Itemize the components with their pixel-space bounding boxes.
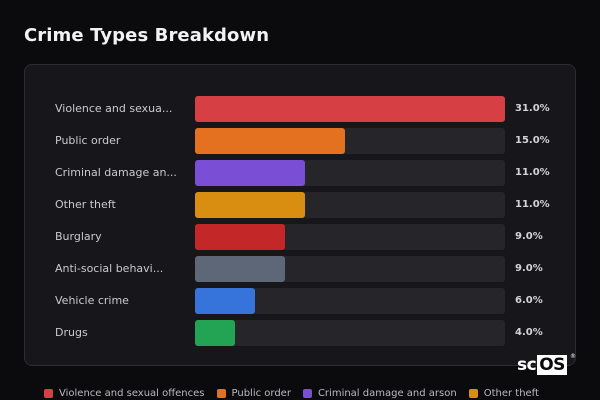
bar bbox=[195, 288, 255, 314]
bar-value-label: 11.0% bbox=[515, 199, 550, 210]
bar-track bbox=[195, 320, 505, 346]
bar-track bbox=[195, 224, 505, 250]
bar-label: Public order bbox=[55, 134, 121, 147]
bar-row: Public order 15.0% bbox=[25, 128, 575, 154]
bar-value-label: 4.0% bbox=[515, 327, 543, 338]
legend-item[interactable]: Public order bbox=[216, 386, 291, 400]
bar-track bbox=[195, 128, 505, 154]
chart-legend: Violence and sexual offences Public order… bbox=[44, 386, 539, 400]
logo-registered-mark: ® bbox=[570, 353, 576, 360]
bar bbox=[195, 192, 305, 218]
bar-row: Vehicle crime 6.0% bbox=[25, 288, 575, 314]
bar bbox=[195, 224, 285, 250]
legend-swatch bbox=[468, 388, 478, 398]
logo-prefix: sc bbox=[517, 355, 537, 375]
legend-item[interactable]: Criminal damage and arson bbox=[302, 386, 457, 400]
bar-label: Anti-social behavi... bbox=[55, 262, 164, 275]
legend-item[interactable]: Other theft bbox=[468, 386, 539, 400]
bar-label: Other theft bbox=[55, 198, 116, 211]
bar bbox=[195, 160, 305, 186]
bar-track bbox=[195, 288, 505, 314]
bar-label: Burglary bbox=[55, 230, 102, 243]
logo-box: OS bbox=[537, 355, 567, 375]
bar bbox=[195, 320, 235, 346]
bar-label: Criminal damage an... bbox=[55, 166, 177, 179]
bar-row: Drugs 4.0% bbox=[25, 320, 575, 346]
bar-track bbox=[195, 160, 505, 186]
legend-swatch bbox=[216, 388, 226, 398]
legend-label: Other theft bbox=[483, 387, 539, 399]
bar-row: Anti-social behavi... 9.0% bbox=[25, 256, 575, 282]
legend-label: Public order bbox=[231, 387, 291, 399]
bar-row: Other theft 11.0% bbox=[25, 192, 575, 218]
bar-track bbox=[195, 192, 505, 218]
legend-swatch bbox=[302, 388, 312, 398]
bar-row: Burglary 9.0% bbox=[25, 224, 575, 250]
bar-label: Violence and sexua... bbox=[55, 102, 173, 115]
bar-value-label: 6.0% bbox=[515, 295, 543, 306]
legend-label: Criminal damage and arson bbox=[317, 387, 457, 399]
bar-value-label: 15.0% bbox=[515, 135, 550, 146]
bar-track bbox=[195, 96, 505, 122]
legend-label: Violence and sexual offences bbox=[59, 387, 205, 399]
scos-logo: sc OS ® bbox=[517, 353, 576, 375]
bar-value-label: 11.0% bbox=[515, 167, 550, 178]
bar-row: Criminal damage an... 11.0% bbox=[25, 160, 575, 186]
chart-panel: Violence and sexua... 31.0% Public order 15… bbox=[24, 64, 576, 366]
legend-item[interactable]: Violence and sexual offences bbox=[44, 386, 205, 400]
bar-value-label: 9.0% bbox=[515, 263, 543, 274]
bar bbox=[195, 128, 345, 154]
bar-track bbox=[195, 256, 505, 282]
bar-value-label: 31.0% bbox=[515, 103, 550, 114]
chart-title: Crime Types Breakdown bbox=[24, 25, 270, 46]
bar-label: Drugs bbox=[55, 326, 88, 339]
bar-label: Vehicle crime bbox=[55, 294, 129, 307]
bar-value-label: 9.0% bbox=[515, 231, 543, 242]
legend-swatch bbox=[44, 388, 53, 398]
bar-row: Violence and sexua... 31.0% bbox=[25, 96, 575, 122]
bar bbox=[195, 256, 285, 282]
bar bbox=[195, 96, 505, 122]
